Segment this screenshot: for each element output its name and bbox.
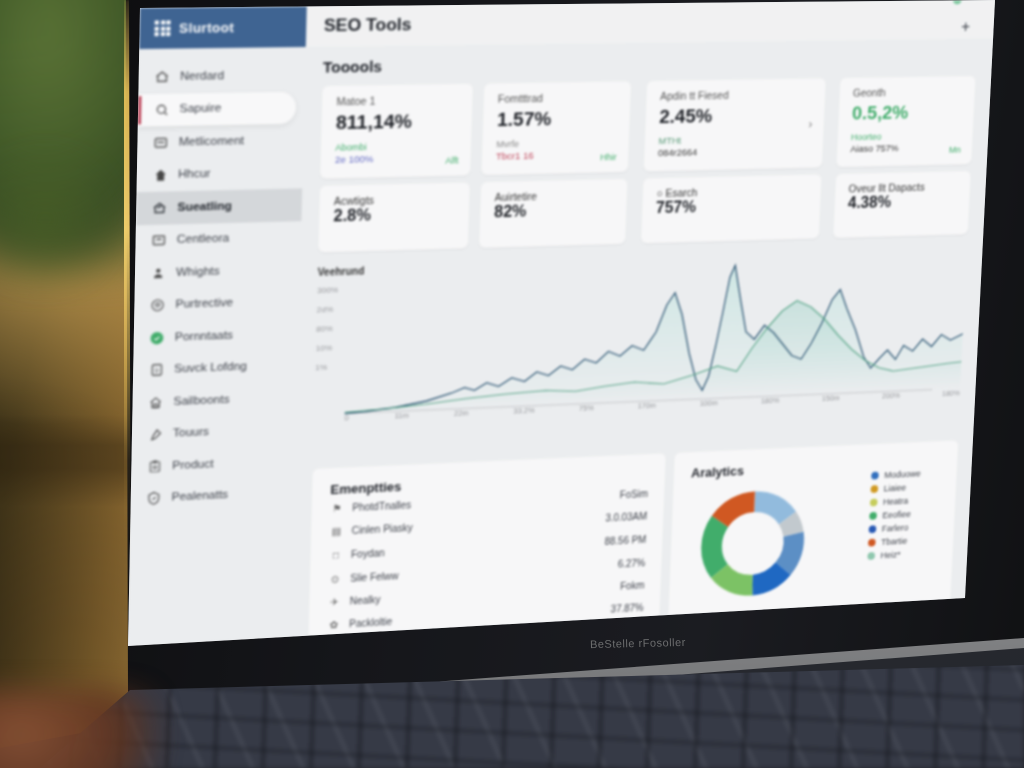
svg-text:D: D [154, 369, 158, 375]
